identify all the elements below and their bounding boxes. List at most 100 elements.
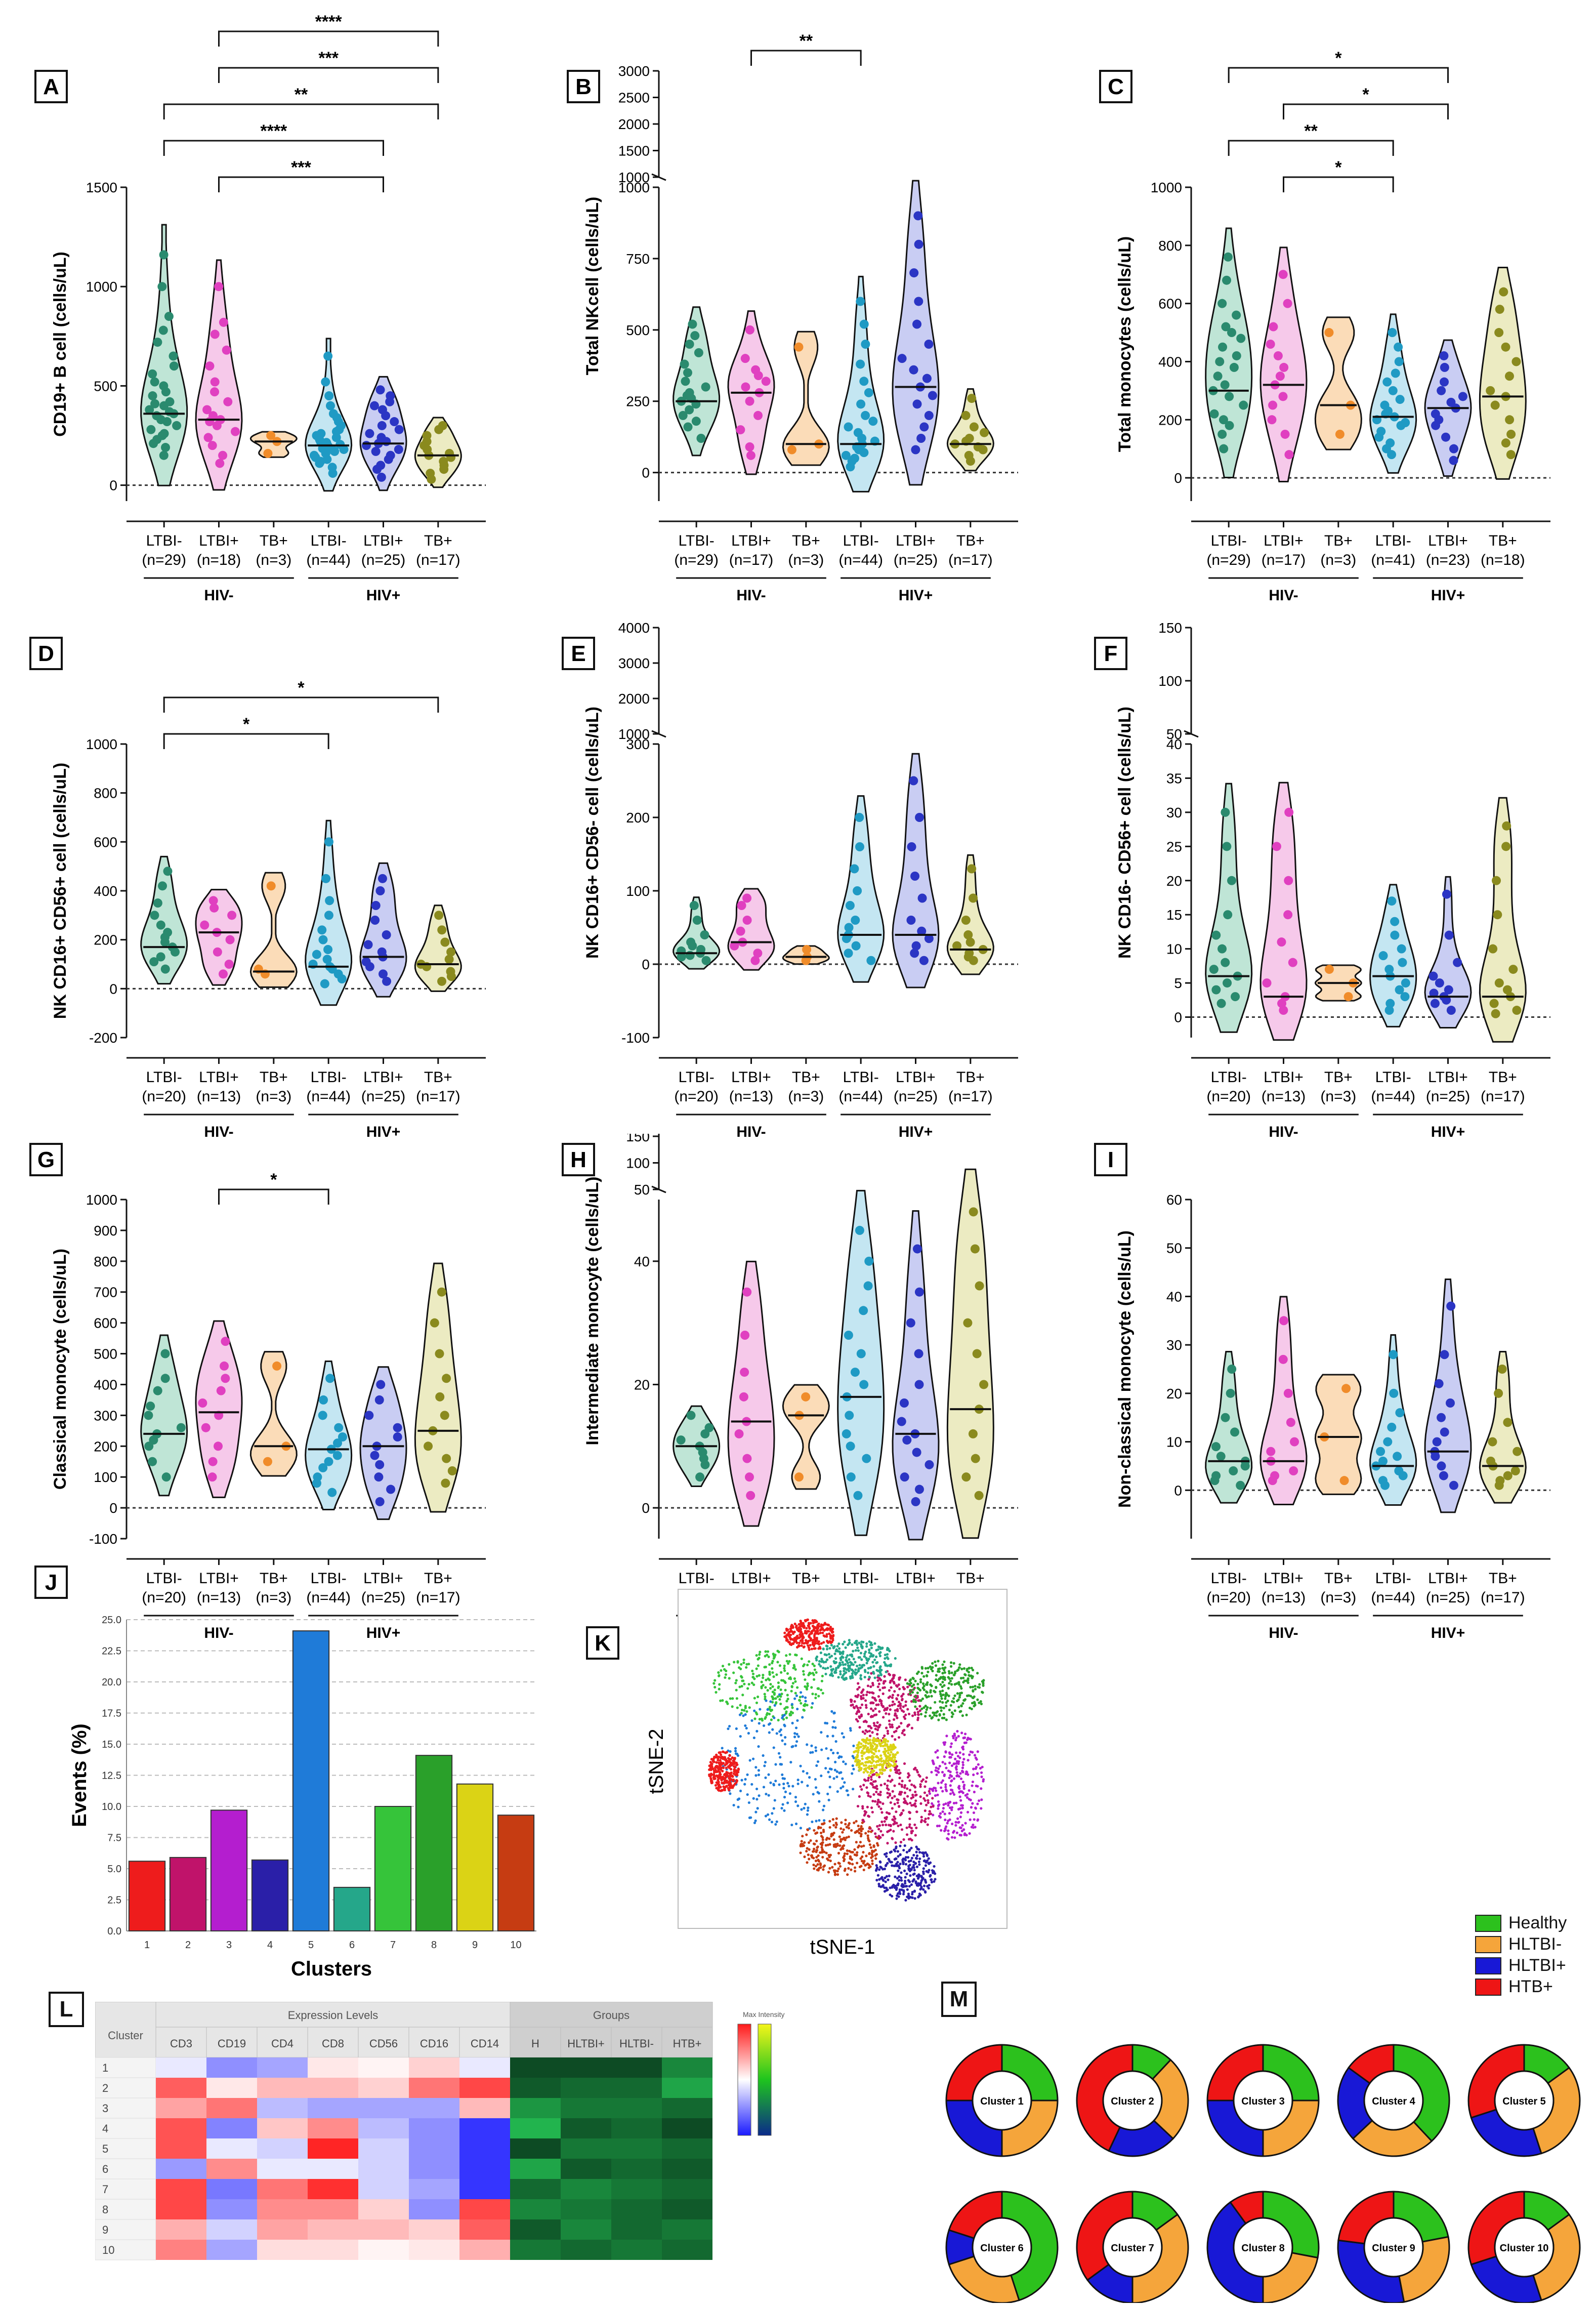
tsne-point [877, 1828, 880, 1831]
bar-cluster-6 [333, 1886, 371, 1932]
data-point [1506, 450, 1516, 460]
data-point [855, 1225, 864, 1235]
bar-cluster-8 [415, 1755, 453, 1931]
x-tick-label: TB+ [956, 1570, 985, 1587]
tsne-point [728, 1677, 731, 1680]
y-tick-label-upper: 2000 [618, 116, 650, 132]
tsne-point [856, 1643, 859, 1646]
heatmap-group-cell [662, 2057, 712, 2078]
data-point [1488, 944, 1498, 954]
tsne-point [908, 1779, 911, 1782]
data-point [1262, 978, 1272, 988]
tsne-point [809, 1643, 812, 1647]
tsne-point [814, 1630, 817, 1633]
tsne-point [746, 1793, 749, 1796]
tsne-point [876, 1738, 879, 1741]
data-point [1437, 386, 1446, 395]
data-point [323, 351, 333, 361]
tsne-point [774, 1823, 777, 1826]
data-point [842, 1429, 851, 1438]
tsne-point [854, 1649, 857, 1652]
significance-label: **** [315, 12, 343, 31]
tsne-point [960, 1804, 963, 1807]
y-tick-label: 25 [1166, 839, 1182, 854]
tsne-point [780, 1693, 783, 1696]
violin-svg-g: G-10001002003004005006007008009001000Cla… [29, 1143, 486, 1641]
data-point [169, 361, 179, 371]
data-point [266, 431, 276, 440]
tsne-point [753, 1677, 756, 1680]
tsne-point [967, 1671, 970, 1674]
tsne-point [955, 1801, 958, 1804]
tsne-point [828, 1843, 831, 1846]
tsne-point [948, 1811, 951, 1815]
tsne-point [906, 1856, 910, 1859]
data-point [917, 926, 927, 936]
tsne-point [764, 1695, 767, 1699]
data-point [1429, 971, 1438, 981]
tsne-point [822, 1666, 825, 1670]
tsne-point [755, 1667, 758, 1670]
tsne-point [973, 1705, 976, 1708]
tsne-point [865, 1757, 868, 1760]
heatmap-expression-cell [459, 2098, 510, 2118]
data-point [219, 969, 228, 979]
data-point [1380, 400, 1390, 410]
heatmap-group-col-header [560, 2027, 612, 2058]
tsne-point [862, 1844, 865, 1847]
tsne-point [928, 1810, 931, 1813]
tsne-point [892, 1830, 895, 1833]
x-tick-label: TB+ [1324, 532, 1353, 549]
tsne-point [812, 1857, 815, 1860]
data-point [897, 1417, 906, 1426]
tsne-point [872, 1654, 875, 1657]
tsne-point [833, 1652, 836, 1656]
x-tick-n-label: (n=44) [1371, 1088, 1415, 1105]
tsne-point [952, 1777, 956, 1780]
tsne-point [911, 1714, 914, 1717]
tsne-point [900, 1722, 903, 1725]
y-tick-label: 300 [626, 736, 650, 752]
tsne-point [880, 1757, 883, 1760]
heatmap-group-cell [611, 2057, 662, 2078]
heatmap-group-cell [662, 2159, 712, 2179]
tsne-point [803, 1645, 806, 1649]
tsne-point [728, 1724, 731, 1728]
tsne-point [922, 1851, 925, 1855]
donut-label: Cluster 2 [1111, 2096, 1154, 2107]
tsne-point [922, 1684, 926, 1687]
tsne-point [779, 1734, 783, 1737]
x-tick-n-label: (n=17) [416, 552, 460, 568]
tsne-point [913, 1872, 916, 1875]
tsne-cluster-5 [928, 1729, 985, 1841]
data-point [914, 1287, 924, 1297]
data-point [325, 1374, 335, 1383]
data-point [390, 417, 399, 427]
data-point [751, 365, 761, 375]
tsne-point [801, 1716, 804, 1719]
tsne-point [888, 1763, 892, 1766]
data-point [1387, 1422, 1397, 1432]
tsne-point [818, 1867, 821, 1870]
tsne-point [909, 1681, 912, 1685]
tsne-point [943, 1755, 946, 1758]
violin-shape [140, 855, 188, 985]
tsne-point [794, 1668, 797, 1671]
data-point [1236, 334, 1246, 343]
tsne-cluster-8 [874, 1844, 937, 1902]
violin-shape [195, 259, 243, 491]
tsne-point [879, 1791, 882, 1794]
x-tick-n-label: (n=29) [1206, 552, 1251, 568]
x-tick-n-label: (n=18) [1481, 552, 1525, 568]
tsne-point [980, 1775, 983, 1779]
tsne-point [789, 1638, 792, 1641]
tsne-point [843, 1859, 846, 1863]
data-point [1284, 807, 1294, 817]
tsne-point [904, 1876, 907, 1879]
data-point [1394, 342, 1403, 352]
tsne-point [967, 1681, 970, 1684]
tsne-point [821, 1808, 825, 1811]
violin-shape [1424, 1278, 1472, 1513]
tsne-point [734, 1752, 738, 1755]
tsne-point [923, 1820, 926, 1823]
